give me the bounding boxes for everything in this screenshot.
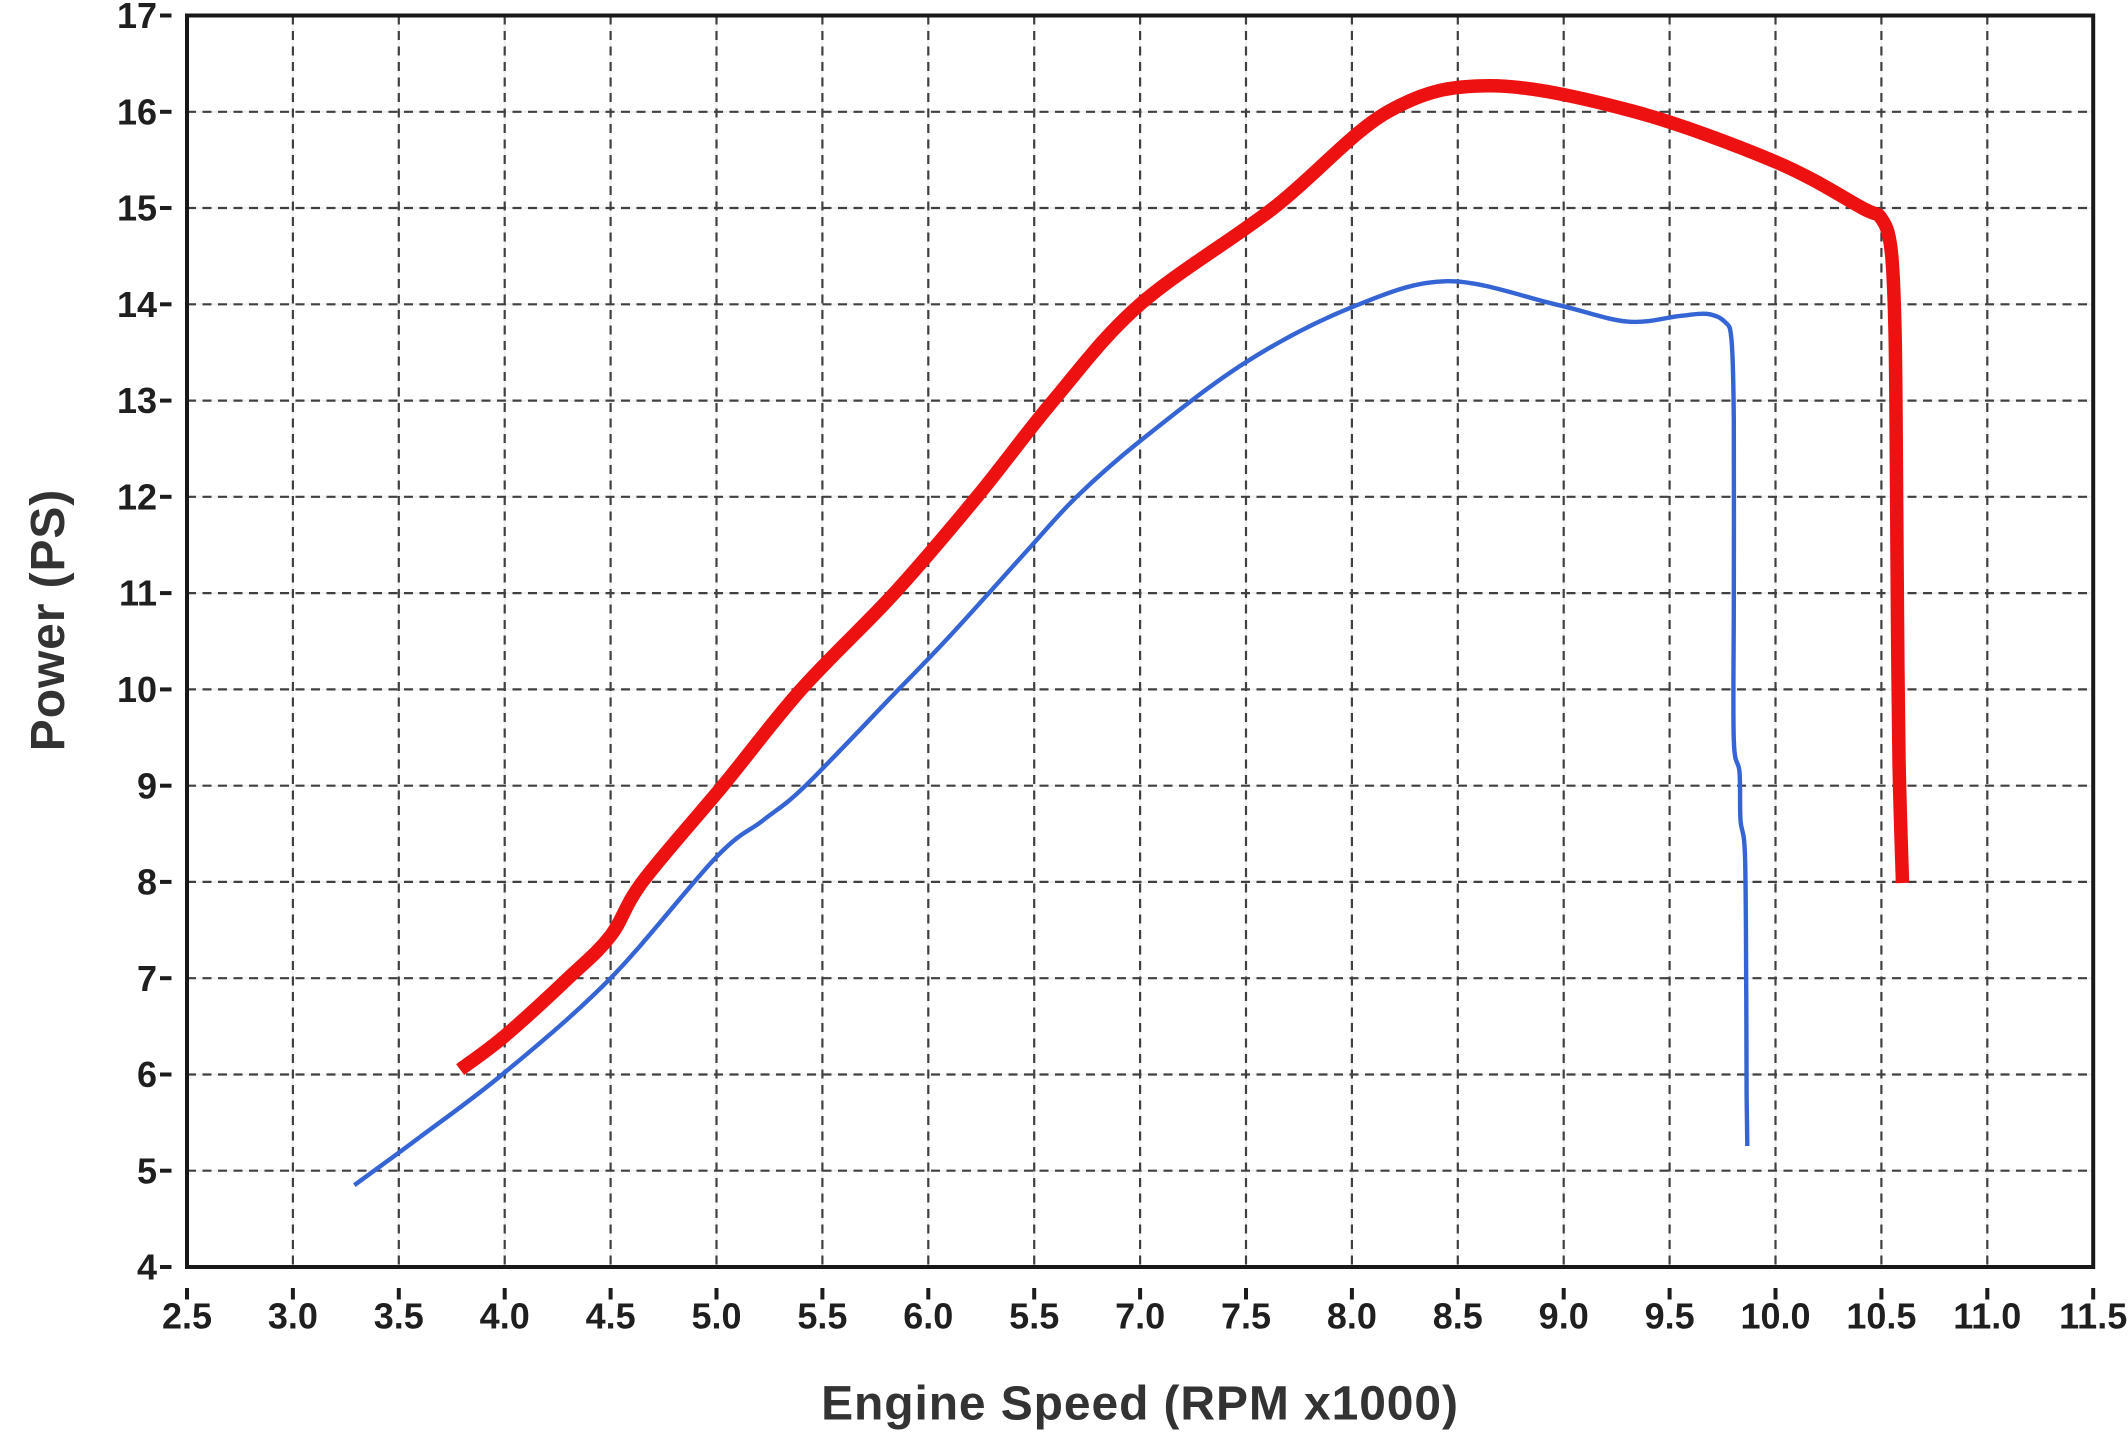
svg-text:12: 12: [117, 476, 157, 517]
svg-text:3.5: 3.5: [374, 1296, 424, 1337]
svg-text:7: 7: [137, 958, 157, 999]
svg-text:4.0: 4.0: [480, 1296, 530, 1337]
svg-text:4.5: 4.5: [586, 1296, 636, 1337]
svg-text:3.0: 3.0: [268, 1296, 318, 1337]
svg-text:9.5: 9.5: [1645, 1296, 1695, 1337]
svg-text:7.0: 7.0: [1115, 1296, 1165, 1337]
svg-text:5.5: 5.5: [797, 1296, 847, 1337]
svg-text:13: 13: [117, 380, 157, 421]
svg-text:5.5: 5.5: [1009, 1296, 1059, 1337]
svg-text:Power (PS): Power (PS): [22, 489, 75, 751]
svg-text:8: 8: [137, 862, 157, 903]
svg-text:9: 9: [137, 765, 157, 806]
svg-text:9.0: 9.0: [1539, 1296, 1589, 1337]
svg-text:14: 14: [117, 284, 157, 325]
svg-text:8.0: 8.0: [1327, 1296, 1377, 1337]
svg-text:10.5: 10.5: [1846, 1296, 1916, 1337]
svg-text:Engine Speed (RPM x1000): Engine Speed (RPM x1000): [821, 1378, 1459, 1431]
svg-text:11.5: 11.5: [2059, 1296, 2127, 1337]
svg-text:11.0: 11.0: [1953, 1296, 2021, 1337]
svg-text:15: 15: [117, 188, 157, 229]
svg-text:5.0: 5.0: [691, 1296, 741, 1337]
svg-text:10: 10: [117, 669, 157, 710]
svg-text:8.5: 8.5: [1433, 1296, 1483, 1337]
svg-text:16: 16: [117, 91, 157, 132]
svg-text:4: 4: [137, 1247, 157, 1288]
svg-text:11: 11: [119, 573, 157, 614]
svg-text:17: 17: [117, 0, 157, 36]
svg-text:7.5: 7.5: [1221, 1296, 1271, 1337]
svg-text:5: 5: [137, 1150, 157, 1191]
svg-text:2.5: 2.5: [162, 1296, 212, 1337]
svg-text:10.0: 10.0: [1740, 1296, 1810, 1337]
svg-text:6.0: 6.0: [903, 1296, 953, 1337]
svg-text:6: 6: [137, 1054, 157, 1095]
